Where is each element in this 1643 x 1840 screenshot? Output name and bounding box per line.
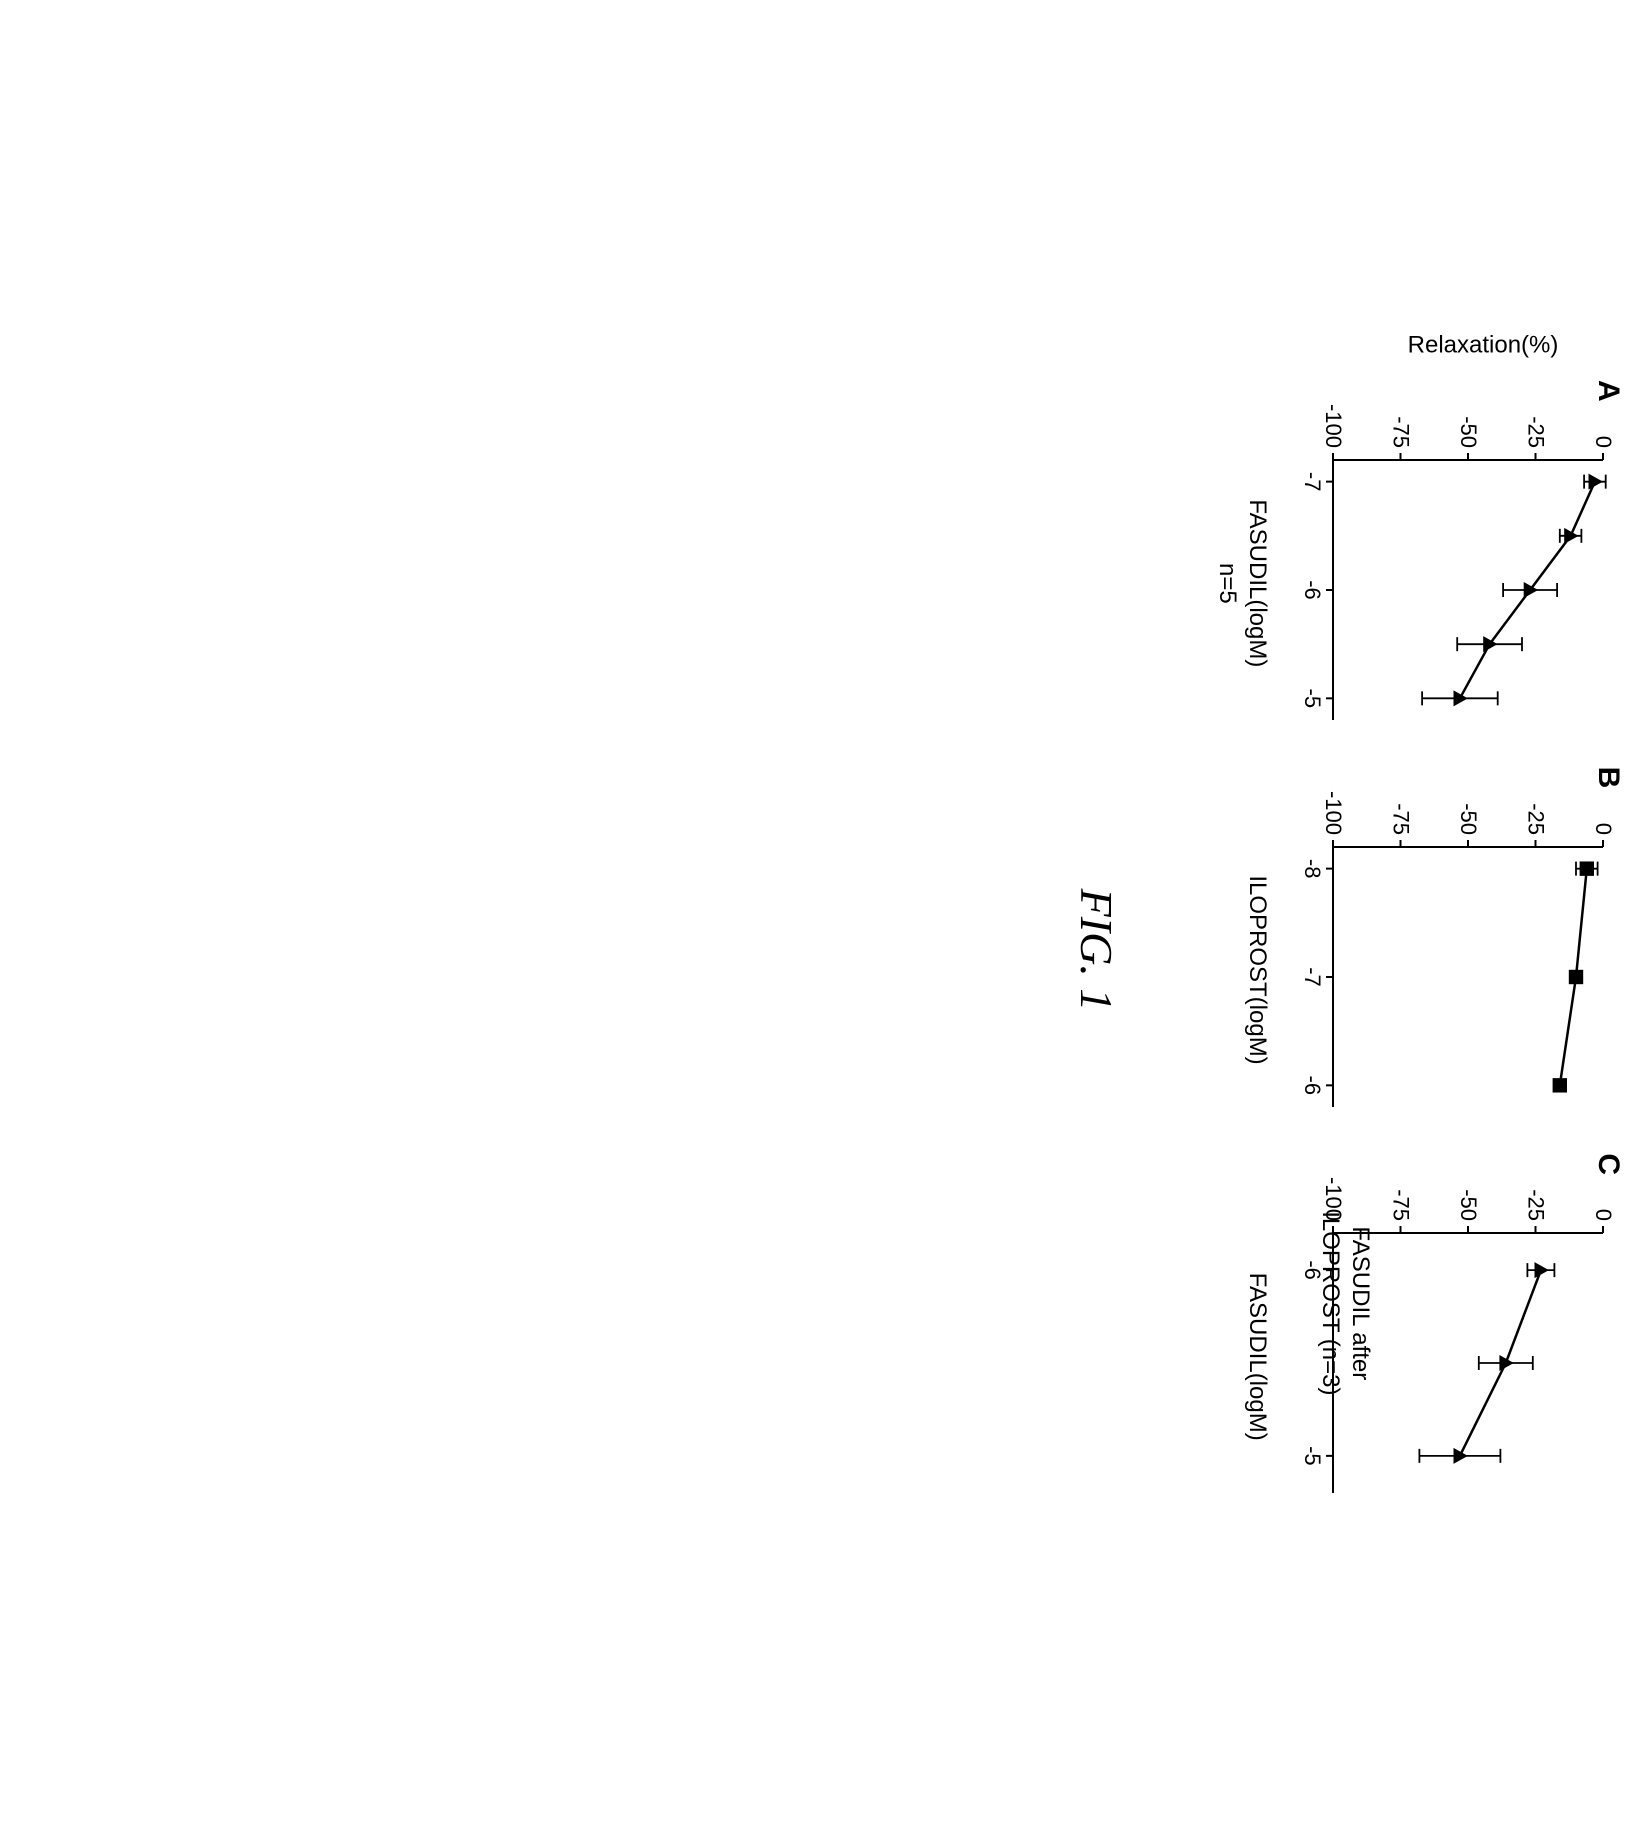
panel-a-letter: A (1591, 380, 1625, 402)
svg-text:-25: -25 (1524, 803, 1549, 835)
svg-text:-75: -75 (1389, 803, 1414, 835)
panel-a: A 0-25-50-75-100-7-6-5 FASUDIL(logM) n=5 (1293, 400, 1613, 727)
svg-text:-5: -5 (1300, 689, 1325, 709)
svg-text:0: 0 (1591, 436, 1613, 448)
panel-c: C FASUDIL after ILOPROST (n=3) 0-25-50-7… (1293, 1173, 1613, 1500)
panel-row: A 0-25-50-75-100-7-6-5 FASUDIL(logM) n=5… (1293, 400, 1613, 1500)
panel-a-xlabel-sub: n=5 (1213, 440, 1241, 727)
svg-text:-25: -25 (1524, 416, 1549, 448)
svg-text:-7: -7 (1300, 472, 1325, 492)
panel-b-xlabel: ILOPROST(logM) (1243, 827, 1271, 1114)
panel-c-chart: 0 -25 -50 -75 -100 -6 -5 (1293, 1173, 1613, 1503)
svg-text:-8: -8 (1300, 859, 1325, 879)
panel-b-letter: B (1591, 767, 1625, 789)
y-axis-label: Relaxation(%) (1408, 331, 1559, 359)
page: Relaxation(%) A 0-25-50-75-100-7-6-5 FAS… (0, 0, 1643, 1840)
rotated-figure: Relaxation(%) A 0-25-50-75-100-7-6-5 FAS… (0, 0, 1643, 1840)
svg-text:-75: -75 (1389, 416, 1414, 448)
svg-text:-50: -50 (1456, 416, 1481, 448)
svg-text:-5: -5 (1300, 1446, 1325, 1466)
panel-a-xlabel: FASUDIL(logM) (1243, 440, 1271, 727)
y-axis-label-container: Relaxation(%) (1323, 320, 1643, 370)
svg-text:-6: -6 (1300, 580, 1325, 600)
panel-c-xlabel: FASUDIL(logM) (1243, 1213, 1271, 1500)
svg-text:-100: -100 (1321, 1177, 1346, 1221)
svg-text:-25: -25 (1524, 1190, 1549, 1222)
svg-text:-50: -50 (1456, 1190, 1481, 1222)
panel-b-chart: 0 -25 -50 -75 -100 -8 -7 -6 (1293, 787, 1613, 1117)
svg-text:-75: -75 (1389, 1190, 1414, 1222)
svg-text:-6: -6 (1300, 1261, 1325, 1281)
panel-b: B 0-25-50-75-100-8-7-6 ILOPROST(logM) (1293, 787, 1613, 1114)
svg-text:0: 0 (1591, 1209, 1613, 1221)
svg-text:-50: -50 (1456, 803, 1481, 835)
panel-a-chart: 0 -25 -50 -75 -100 -7 -6 -5 (1293, 400, 1613, 730)
svg-text:-100: -100 (1321, 404, 1346, 448)
svg-text:0: 0 (1591, 822, 1613, 834)
svg-text:-7: -7 (1300, 967, 1325, 987)
svg-text:-6: -6 (1300, 1075, 1325, 1095)
svg-text:-100: -100 (1321, 791, 1346, 835)
panel-c-letter: C (1591, 1153, 1625, 1175)
figure-caption: FIG. 1 (1070, 400, 1123, 1500)
